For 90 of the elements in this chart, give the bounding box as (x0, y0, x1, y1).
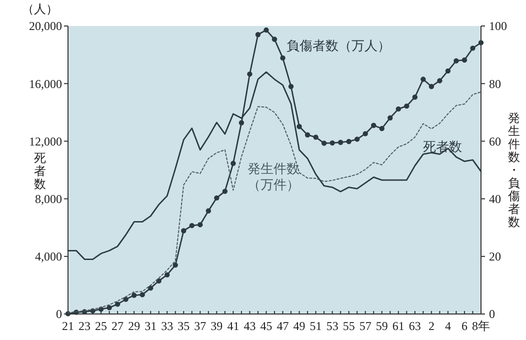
point (247, 71, 252, 77)
point (181, 228, 186, 234)
x-tick-label: 35 (178, 319, 190, 333)
x-tick-label: 61 (392, 319, 404, 333)
y-tick-label: 8,000 (35, 192, 62, 206)
x-tick-label: 57 (359, 319, 372, 333)
point (123, 296, 128, 302)
y2-tick-label: 20 (489, 250, 501, 264)
x-tick-label: 43 (244, 319, 256, 333)
point (198, 222, 203, 228)
y2-tick-label: 60 (489, 134, 501, 148)
x-tick-label: 51 (310, 319, 322, 333)
point (264, 27, 269, 33)
point (164, 272, 170, 278)
point (230, 160, 236, 166)
text: （人） (22, 2, 58, 16)
x-tick-label: 4 (444, 319, 451, 333)
x-tick-label: 31 (144, 319, 157, 333)
point (304, 132, 310, 138)
point (437, 78, 442, 84)
point (114, 302, 120, 307)
point (379, 126, 384, 132)
point (346, 138, 352, 144)
y2-tick-label: 0 (489, 307, 495, 322)
point (362, 131, 368, 136)
y2-tick-label: 40 (489, 192, 501, 206)
x-tick-label: 8年 (472, 319, 490, 333)
point (428, 84, 434, 90)
point (412, 94, 418, 100)
series-label: 発生件数（万件） (248, 161, 300, 192)
x-tick-label: 27 (112, 319, 124, 333)
point (255, 32, 261, 38)
point (396, 106, 401, 112)
point (140, 292, 145, 298)
point (321, 140, 327, 146)
x-tick-label: 37 (194, 319, 206, 333)
x-tick-label: 59 (376, 319, 388, 333)
y-axis-title: 死者数 (34, 151, 46, 191)
point (222, 188, 228, 194)
y2-tick-label: 80 (489, 76, 501, 91)
point (371, 122, 376, 128)
y-tick-label: 20,000 (29, 19, 62, 34)
point (354, 136, 360, 142)
point (470, 46, 476, 51)
point (330, 140, 335, 146)
text: 発生件数・負傷者数 (508, 111, 520, 229)
point (462, 57, 468, 63)
x-tick-label: 53 (326, 319, 338, 333)
x-tick-label: 55 (342, 319, 355, 333)
y-tick-label: 4,000 (35, 250, 62, 264)
x-tick-label: 39 (210, 319, 223, 333)
point (445, 68, 451, 74)
x-tick-label: 45 (260, 319, 272, 333)
point (454, 58, 459, 64)
point (280, 55, 286, 61)
x-tick-label: 63 (408, 319, 421, 333)
point (206, 208, 212, 214)
point (420, 76, 426, 82)
x-tick-label: 41 (227, 319, 240, 333)
y-tick-label: 0 (56, 307, 62, 322)
y-tick-label: 12,000 (29, 134, 62, 148)
point (338, 140, 344, 145)
x-tick-label: 29 (128, 319, 140, 333)
point (214, 195, 220, 201)
y-tick-label: 16,000 (29, 76, 62, 91)
point (296, 124, 302, 130)
x-tick-label: 49 (293, 319, 306, 333)
point (148, 285, 154, 291)
point (313, 134, 318, 140)
x-tick-label: 47 (276, 319, 289, 333)
point (404, 103, 410, 109)
series-label: 負傷者数（万人） (286, 38, 390, 54)
point (131, 292, 137, 298)
point (388, 115, 393, 120)
point (288, 84, 294, 90)
x-tick-label: 23 (78, 319, 91, 333)
x-tick-label: 33 (161, 319, 174, 333)
point (189, 222, 194, 228)
point (106, 305, 112, 310)
x-tick-label: 6 (461, 319, 468, 333)
x-tick-label: 25 (95, 319, 108, 333)
x-tick-label: 2 (428, 319, 434, 333)
point (238, 120, 244, 126)
series-label: 死者数 (423, 139, 462, 154)
point (156, 278, 162, 284)
point (272, 36, 278, 42)
point (478, 40, 484, 46)
y2-tick-label: 100 (489, 19, 507, 34)
point (172, 262, 178, 268)
x-tick-label: 21 (62, 319, 74, 333)
